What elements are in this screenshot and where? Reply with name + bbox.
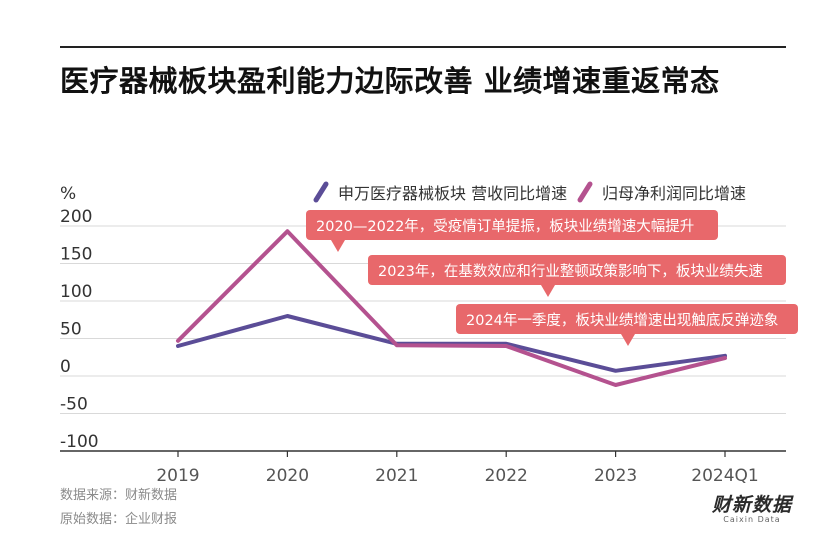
- legend-swatch-2: [577, 181, 593, 203]
- y-tick-label: -100: [60, 432, 99, 452]
- y-tick-label: -50: [60, 395, 88, 415]
- brand-subtitle: Caixin Data: [723, 515, 781, 524]
- y-tick-label: 0: [60, 357, 71, 377]
- brand-logo: 财新数据 Caixin Data: [712, 490, 792, 524]
- annotations: 2020—2022年，受疫情订单提振，板块业绩增速大幅提升 2023年，在基数效应…: [306, 210, 798, 346]
- annotation-box: [306, 210, 718, 240]
- source-note: 数据来源：财新数据: [60, 488, 178, 503]
- chart-title: 医疗器械板块盈利能力边际改善 业绩增速重返常态: [60, 64, 720, 98]
- y-tick-label: 100: [60, 282, 92, 302]
- x-tick-label: 2019: [156, 466, 199, 486]
- axes: % 200 150 100 50 0 -50 -100 2019 2020 2021 2022 202…: [60, 184, 759, 486]
- annotation-pointer: [331, 240, 345, 252]
- x-tick-label: 2023: [594, 466, 637, 486]
- legend-label-1: 申万医疗器械板块 营收同比增速: [338, 184, 567, 203]
- x-tick-label: 2020: [266, 466, 309, 486]
- raw-data-note: 原始数据：企业财报: [60, 512, 178, 527]
- x-tick-label: 2021: [375, 466, 418, 486]
- y-tick-label: 150: [60, 245, 92, 265]
- annotation-text: 2023年，在基数效应和行业整顿政策影响下，板块业绩失速: [378, 262, 763, 280]
- annotation-pointer: [541, 285, 555, 297]
- annotation-callout-3: 2024年一季度，板块业绩增速出现触底反弹迹象: [456, 304, 798, 346]
- annotation-text: 2020—2022年，受疫情订单提振，板块业绩增速大幅提升: [316, 217, 694, 235]
- y-tick-label: 50: [60, 320, 82, 340]
- annotation-box: [456, 304, 798, 334]
- x-tick-label: 2022: [485, 466, 528, 486]
- annotation-callout-2: 2023年，在基数效应和行业整顿政策影响下，板块业绩失速: [368, 255, 786, 297]
- y-tick-label: 200: [60, 207, 92, 227]
- series-lines: [176, 229, 727, 387]
- series-line-2: [176, 229, 727, 387]
- brand-name: 财新数据: [712, 494, 793, 516]
- x-tick-label: 2024Q1: [691, 466, 758, 486]
- legend-label-2: 归母净利润同比增速: [602, 184, 746, 203]
- legend-swatch-1: [313, 181, 329, 203]
- legend: 申万医疗器械板块 营收同比增速 归母净利润同比增速: [313, 181, 746, 203]
- annotation-text: 2024年一季度，板块业绩增速出现触底反弹迹象: [466, 311, 778, 329]
- annotation-callout-1: 2020—2022年，受疫情订单提振，板块业绩增速大幅提升: [306, 210, 718, 252]
- annotation-pointer: [621, 334, 635, 346]
- y-unit-label: %: [60, 184, 76, 204]
- title-rule: [60, 46, 786, 48]
- annotation-box: [368, 255, 786, 285]
